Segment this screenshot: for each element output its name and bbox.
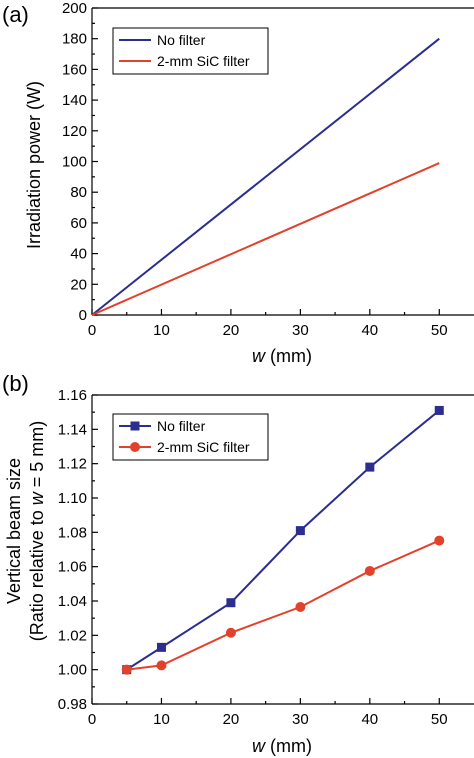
panel-a-xlabel: w (mm) <box>252 346 312 366</box>
panel-b-point-no-filter <box>295 526 305 536</box>
panel-a-y-tick-label: 160 <box>62 61 87 78</box>
panel-a-x-tick-label: 40 <box>361 322 378 339</box>
panel-a-xlabel-unit: (mm) <box>265 346 312 366</box>
panel-b-y-tick-label: 1.16 <box>58 387 87 404</box>
panel-b-ylabel-line2-prefix: (Ratio relative to <box>27 505 47 641</box>
panel-b-y-tick-label: 0.98 <box>58 696 87 713</box>
panel-a-y-tick-label: 20 <box>70 276 87 293</box>
panel-a-y-tick-label: 100 <box>62 154 87 171</box>
panel-a-x-tick-label: 10 <box>153 322 170 339</box>
panel-b-ylabel-line2-suffix: = 5 mm) <box>27 421 47 493</box>
panel-b-y-tick-label: 1.00 <box>58 662 87 679</box>
panel-b-point-2-mm-sic-filter <box>434 535 445 546</box>
panel-b-xlabel: w (mm) <box>252 736 312 756</box>
panel-a-legend: No filter 2-mm SiC filter <box>112 27 269 75</box>
panel-b-x-tick-label: 10 <box>153 711 170 728</box>
panel-b-x-tick-label: 20 <box>223 711 240 728</box>
panel-a-x-tick-label: 0 <box>88 322 96 339</box>
panel-b-point-no-filter <box>156 642 166 652</box>
panel-a-x-tick-label: 30 <box>292 322 309 339</box>
panel-a-y-tick-label: 180 <box>62 31 87 48</box>
panel-b-y-tick-label: 1.10 <box>58 490 87 507</box>
panel-b-xlabel-unit: (mm) <box>265 736 312 756</box>
panel-a-series-line-no-filter <box>91 37 440 316</box>
panel-b-point-2-mm-sic-filter <box>225 627 236 638</box>
panel-b-y-tick-label: 1.04 <box>58 593 87 610</box>
panel-b-point-no-filter <box>226 598 236 608</box>
panel-b-y-tick-label: 1.06 <box>58 559 87 576</box>
panel-b-x-tick-label: 40 <box>361 711 378 728</box>
panel-b-legend: No filter 2-mm SiC filter <box>112 413 269 461</box>
panel-a-y-tick-label: 80 <box>70 184 87 201</box>
panel-b-point-2-mm-sic-filter <box>156 660 167 671</box>
panel-b-label: (b) <box>2 371 29 396</box>
panel-b-point-no-filter <box>365 462 375 472</box>
panel-b-y-tick-label: 1.02 <box>58 627 87 644</box>
panel-a-legend-label-2-mm-sic-filter: 2-mm SiC filter <box>157 53 250 69</box>
panel-a-y-tick-label: 120 <box>62 123 87 140</box>
panel-b-ylabel-line2-var: w <box>27 491 47 505</box>
panel-a-y-tick-label: 200 <box>62 0 87 17</box>
panel-b-x-tick-label: 0 <box>88 711 96 728</box>
panel-a-y-tick-label: 60 <box>70 215 87 232</box>
panel-b-series-line-2-mm-sic-filter <box>126 539 440 671</box>
panel-b-x-tick-label: 30 <box>292 711 309 728</box>
panel-b-y-tick-label: 1.08 <box>58 524 87 541</box>
panel-b-point-2-mm-sic-filter <box>295 602 306 613</box>
panel-b-legend-marker-2-mm-sic-filter <box>130 442 140 452</box>
panel-b-legend-label-2-mm-sic-filter: 2-mm SiC filter <box>157 439 250 455</box>
panel-a-ylabel: Irradiation power (W) <box>24 81 44 249</box>
panel-a-label: (a) <box>2 2 29 27</box>
panel-a-x-tick-label: 50 <box>431 322 448 339</box>
panel-a-y-tick-label: 40 <box>70 246 87 263</box>
panel-b-legend-marker-no-filter <box>130 421 140 431</box>
panel-a-xlabel-var: w <box>252 346 266 366</box>
panel-b-point-2-mm-sic-filter <box>364 565 375 576</box>
panel-a-legend-box <box>112 27 269 75</box>
panel-b: (b) Vertical beam size (Ratio relative t… <box>2 371 474 756</box>
panel-b-y-tick-label: 1.14 <box>58 421 87 438</box>
panel-b-point-2-mm-sic-filter <box>121 664 132 675</box>
panel-b-ylabel-line1: Vertical beam size <box>4 458 24 604</box>
panel-b-y-tick-label: 1.12 <box>58 456 87 473</box>
panel-b-ylabel-line2: (Ratio relative to w = 5 mm) <box>27 421 47 642</box>
panel-b-point-no-filter <box>434 405 444 415</box>
panel-b-legend-label-no-filter: No filter <box>157 418 206 434</box>
panel-a-y-tick-label: 0 <box>79 307 87 324</box>
panel-a: (a) Irradiation power (W) w (mm) 0 10 20 30… <box>2 0 474 366</box>
panel-a-legend-label-no-filter: No filter <box>157 32 206 48</box>
panel-b-xlabel-var: w <box>252 736 266 756</box>
panel-a-series-line-2-mm-sic-filter <box>91 162 440 316</box>
panel-b-x-tick-label: 50 <box>431 711 448 728</box>
panel-b-series-line-no-filter <box>126 409 440 671</box>
panel-a-y-tick-label: 140 <box>62 92 87 109</box>
panel-a-x-tick-label: 20 <box>223 322 240 339</box>
